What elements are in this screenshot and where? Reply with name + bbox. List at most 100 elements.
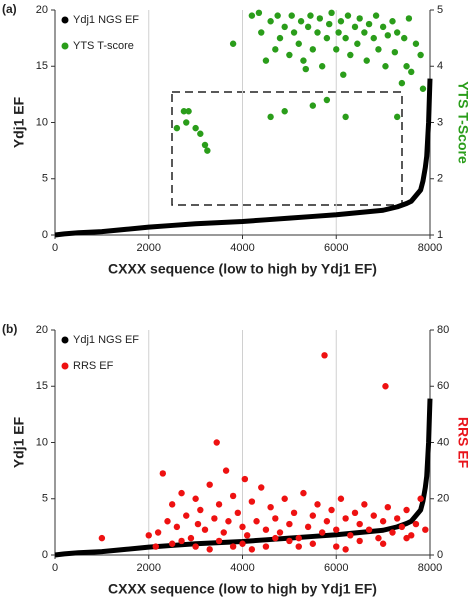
point [248,498,256,505]
point [145,532,152,539]
point [384,32,392,39]
point [403,534,410,542]
point [272,46,279,53]
y-tick-label: 15 [36,380,48,392]
point [323,96,331,104]
point [370,512,377,519]
x-axis-label: CXXX sequence (low to high by Ydj1 EF) [108,261,377,277]
point [382,383,389,390]
point [382,63,389,70]
point [393,29,401,36]
curve [54,78,433,238]
legend-label: YTS T-score [73,40,134,52]
y2-tick-label: 2 [437,173,443,185]
panel-label: (a) [2,2,17,16]
point [354,40,361,47]
y-tick-label: 15 [36,60,48,72]
point [229,543,237,550]
y-tick-label: 20 [36,4,48,16]
point [295,534,302,542]
point [309,512,317,519]
point [262,543,270,550]
point [192,124,199,132]
point [342,113,349,121]
point [302,65,309,73]
highlight-box [171,91,403,206]
y2-tick-label: 3 [437,116,443,128]
point [372,12,380,19]
point [295,543,302,550]
y-tick-label: 0 [42,229,48,241]
point [248,546,256,553]
y2-tick-label: 60 [437,380,449,392]
point [401,34,408,42]
point [347,51,354,59]
point [365,20,373,28]
point [309,540,317,547]
point [168,501,176,508]
point [98,534,106,542]
point [307,12,314,19]
point [389,529,396,536]
point [398,523,406,531]
point [297,18,305,25]
point [197,130,204,137]
point [328,9,335,17]
point [337,495,345,502]
point [314,501,321,508]
legend-swatch [61,16,69,24]
point [290,29,298,36]
point [281,23,288,31]
point [384,503,392,511]
point [379,540,387,547]
point [391,48,399,56]
legend-label: RRS EF [73,360,114,372]
point [309,102,317,109]
x-tick-label: 0 [52,242,58,254]
point [304,523,312,531]
y2-tick-label: 20 [437,493,449,505]
point [187,534,195,542]
x-tick-label: 6000 [324,242,348,254]
point [267,18,274,25]
point [183,512,190,519]
point [220,529,227,536]
y2-tick-label: 0 [437,549,443,561]
point [379,23,387,31]
point [178,489,185,497]
point [370,34,377,42]
x-tick-label: 4000 [230,562,254,574]
point [201,526,209,533]
point [276,34,284,42]
point [173,124,181,132]
point [253,518,260,525]
point [173,523,181,531]
point [347,532,354,539]
point [340,71,347,78]
point [365,526,373,533]
point [272,534,279,542]
x-tick-label: 2000 [137,242,161,254]
point [412,520,420,528]
point [389,18,396,25]
point [321,352,328,359]
point [206,546,213,553]
point [361,501,368,508]
y2-tick-label: 40 [437,436,449,448]
point [194,520,202,528]
point [361,29,368,36]
point [239,523,246,531]
point [243,532,251,539]
point [344,12,352,19]
point [192,543,199,550]
point [267,113,274,121]
point [295,40,302,47]
point [314,29,321,36]
point [309,46,317,53]
point [300,489,307,497]
x-tick-label: 6000 [324,562,348,574]
point [412,40,420,47]
y-tick-label: 10 [36,116,48,128]
x-tick-label: 8000 [418,562,442,574]
point [403,63,410,70]
